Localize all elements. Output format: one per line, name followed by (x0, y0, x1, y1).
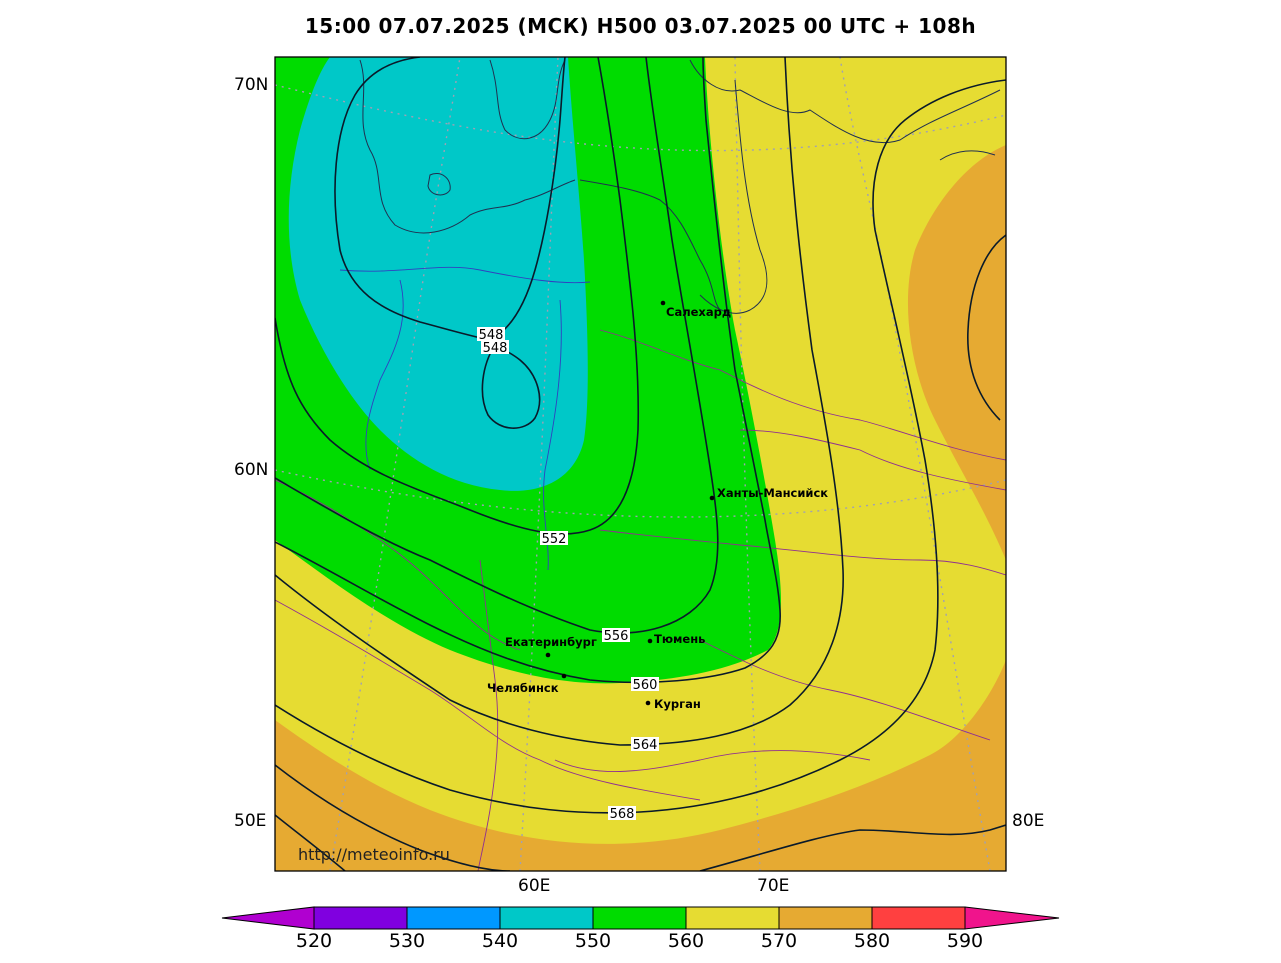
contour-548-inner (481, 343, 541, 429)
colorbar-tick-label: 570 (760, 930, 798, 952)
colorbar-swatch (778, 906, 873, 930)
contour-label: 552 (542, 532, 567, 547)
lon-label-60e: 60E (518, 876, 551, 896)
coastlines (359, 59, 1001, 314)
contour-560 (275, 57, 781, 684)
contour-576 (275, 814, 346, 871)
contour-label: 556 (604, 629, 629, 644)
lat-label-70n: 70N (234, 75, 269, 95)
lon-label-80e: 80E (1012, 811, 1045, 831)
colorbar (221, 906, 1060, 930)
height-contours (275, 57, 1006, 871)
contour-label: 560 (633, 678, 658, 693)
city-marker (645, 700, 651, 706)
contour-label: 548 (483, 341, 508, 356)
colorbar-tick-label: 520 (295, 930, 333, 952)
city-marker (660, 300, 666, 306)
contour-564 (275, 57, 844, 746)
contour-548-outer (334, 57, 566, 341)
contour-label-group: 548 548 552 556 560 564 568 (477, 327, 659, 822)
colorbar-tick-label: 550 (574, 930, 612, 952)
colorbar-extend-high (964, 906, 1060, 930)
colorbar-tick-label: 590 (946, 930, 984, 952)
lon-label-70e: 70E (757, 876, 790, 896)
city-label-chelyabinsk: Челябинск (487, 681, 559, 695)
contour-label: 564 (633, 738, 658, 753)
colorbar-tick-label: 530 (388, 930, 426, 952)
contour-label: 568 (610, 807, 635, 822)
city-marker (647, 638, 653, 644)
colorbar-extend-low (221, 906, 315, 930)
contour-572-east (967, 234, 1006, 421)
city-label-khanty-mansiysk: Ханты-Мансийск (717, 486, 828, 500)
map-frame (274, 56, 1007, 872)
city-marker (545, 652, 551, 658)
colorbar-swatch (313, 906, 408, 930)
contour-552 (275, 57, 640, 535)
colorbar-tick-label: 540 (481, 930, 519, 952)
colorbar-swatch (871, 906, 966, 930)
city-group: Салехард Ханты-Мансийск Екатеринбург Тюм… (487, 300, 828, 711)
city-marker (561, 673, 567, 679)
colorbar-tick-label: 580 (853, 930, 891, 952)
contour-568 (275, 79, 1006, 814)
city-label-yekaterinburg: Екатеринбург (505, 635, 597, 649)
lon-label-50e: 50E (234, 811, 267, 831)
city-label-salekhard: Салехард (666, 305, 731, 319)
contour-572 (275, 764, 511, 871)
city-marker (709, 495, 715, 501)
contour-556 (275, 57, 719, 634)
source-url: http://meteoinfo.ru (298, 845, 450, 864)
map-title: 15:00 07.07.2025 (МСК) H500 03.07.2025 0… (304, 14, 977, 38)
city-label-kurgan: Курган (654, 697, 701, 711)
colorbar-tick-label: 560 (667, 930, 705, 952)
fill-570-580-east (907, 145, 1006, 560)
colorbar-swatch (592, 906, 687, 930)
fill-540-550 (288, 57, 588, 491)
lat-label-60n: 60N (234, 460, 269, 480)
fill-570-580-south (275, 660, 1006, 871)
colorbar-swatch (499, 906, 594, 930)
contour-576-south (699, 824, 1006, 871)
contour-label: 548 (479, 328, 504, 343)
colorbar-swatch (685, 906, 780, 930)
colorbar-swatch (406, 906, 501, 930)
region-borders (275, 329, 1006, 871)
city-label-tyumen: Тюмень (654, 632, 705, 646)
